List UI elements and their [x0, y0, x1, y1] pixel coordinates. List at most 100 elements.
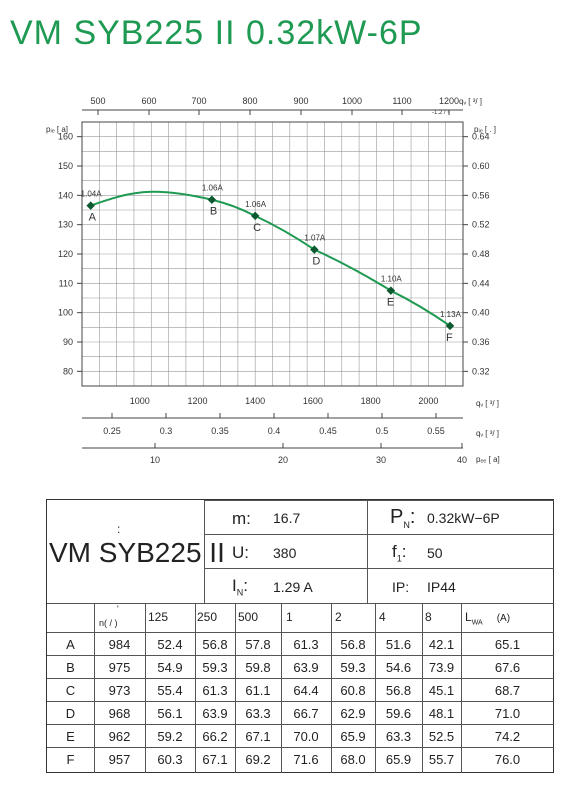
spec-current-label: IN:	[232, 576, 248, 598]
row-label: C	[65, 683, 76, 698]
row-lwa: 68.7	[494, 683, 521, 698]
operating-point-letter: C	[253, 222, 261, 234]
axis3-tick-label: 30	[376, 455, 386, 465]
left-axis-tick-label: 90	[63, 337, 73, 347]
row-lwa: 76.0	[494, 752, 521, 767]
row-level-cell: 48.1	[428, 706, 455, 721]
row-level-cell: 42.1	[428, 637, 455, 652]
right-axis-tick-label: 0.36	[472, 337, 490, 347]
row-level-cell: 60.8	[340, 683, 366, 698]
left-axis-tick-label: 150	[58, 161, 73, 171]
row-level-cell: 67.1	[202, 752, 228, 767]
row-level-cell: 59.3	[202, 660, 228, 675]
row-lwa: 74.2	[494, 729, 521, 744]
right-axis-tick-label: 0.44	[472, 278, 490, 288]
axis2-tick-label: 0.5	[376, 426, 389, 436]
top-axis-extra-label: -1.2 / ³	[432, 110, 449, 116]
row-level-cell: 56.1	[157, 706, 183, 721]
right-axis-tick-label: 0.56	[472, 190, 490, 200]
row-label: E	[66, 729, 75, 744]
row-level-cell: 61.1	[245, 683, 271, 698]
axis2-tick-label: 0.35	[211, 426, 229, 436]
fan-performance-chart: 500 600 700 800 900 1000 1100 1200 qᵥ [ ³/ ]-1.2…	[46, 96, 500, 465]
row-level-cell: 52.5	[428, 729, 455, 744]
row-level-cell: 52.4	[157, 637, 183, 652]
row-level-cell: 73.9	[428, 660, 455, 675]
row-level-cell: 55.4	[157, 683, 183, 698]
top-axis-tick-label: 1200	[439, 96, 459, 106]
right-axis-tick-label: 0.32	[472, 366, 490, 376]
row-level-cell: 66.7	[293, 706, 319, 721]
row-label: B	[66, 660, 75, 675]
row-speed: 975	[108, 660, 131, 675]
row-speed: 973	[108, 683, 131, 698]
spec-voltage-value: 380	[273, 545, 297, 561]
operating-point-marker	[310, 245, 319, 254]
row-speed: 968	[108, 706, 131, 721]
row-level-cell: 61.3	[293, 637, 319, 652]
row-lwa: 67.6	[494, 660, 521, 675]
row-label: D	[65, 706, 76, 721]
axis2-tick-label: 0.45	[319, 426, 337, 436]
bottom-axis-tick-label: 1000	[130, 396, 150, 406]
axis2-tick-label: 0.4	[268, 426, 281, 436]
header-8k: 8	[425, 610, 432, 624]
header-lwa: LWA (A)	[465, 610, 511, 627]
bottom-axis-label: qᵥ [ ³/ ]	[476, 399, 499, 408]
operating-point-letter: F	[446, 332, 453, 344]
header-4k: 4	[379, 610, 386, 624]
operating-point-current: 1.06A	[202, 184, 224, 193]
row-lwa: 65.1	[494, 637, 521, 652]
right-axis-tick-label: 0.64	[472, 132, 490, 142]
header-n-tick: '	[117, 604, 119, 614]
left-axis-tick-label: 110	[59, 278, 73, 288]
operating-point-letter: B	[210, 206, 217, 218]
model-name: VM SYB225 II	[49, 537, 225, 568]
row-level-cell: 69.2	[245, 752, 271, 767]
header-125: 125	[148, 610, 169, 624]
row-level-cell: 59.3	[340, 660, 366, 675]
bottom-axis-tick-label: 1400	[245, 396, 265, 406]
operating-point-letter: A	[89, 212, 97, 224]
row-level-cell: 56.8	[340, 637, 366, 652]
row-speed: 984	[108, 637, 131, 652]
fan-curve-line	[90, 190, 451, 327]
spec-power-value: 0.32kW−6P	[427, 510, 500, 526]
operating-point-marker	[250, 211, 260, 221]
spec-current-value: 1.29 A	[273, 579, 313, 595]
top-axis-tick-label: 500	[90, 96, 105, 106]
axis3-tick-label: 10	[150, 455, 160, 465]
spec-ip-label: IP:	[392, 579, 410, 595]
operating-point-marker	[86, 201, 95, 210]
bottom-axis-tick-label: 1600	[303, 396, 323, 406]
spec-frequency-label: f1:	[392, 542, 407, 564]
left-axis-tick-label: 140	[58, 190, 73, 200]
row-speed: 957	[108, 752, 131, 767]
row-speed: 962	[108, 729, 131, 744]
row-lwa: 71.0	[494, 706, 521, 721]
row-level-cell: 59.8	[245, 660, 271, 675]
header-500: 500	[238, 610, 259, 624]
top-axis-tick-label: 700	[191, 96, 206, 106]
data-table: : VM SYB225 II m: 16.7 PN: 0.32kW−6P U: …	[46, 499, 554, 773]
row-level-cell: 55.7	[428, 752, 455, 767]
page-title: VM SYB225 II 0.32kW-6P	[10, 14, 423, 52]
top-axis-tick-label: 1100	[392, 96, 411, 106]
spec-voltage-label: U:	[232, 543, 249, 562]
row-level-cell: 70.0	[293, 729, 319, 744]
row-level-cell: 66.2	[202, 729, 228, 744]
row-level-cell: 64.4	[293, 683, 319, 698]
operating-point-marker	[386, 286, 396, 295]
right-axis-label: pᵢₑ [ . ]	[474, 125, 496, 134]
row-label: A	[66, 637, 75, 652]
bottom-axis-tick-label: 1800	[361, 396, 381, 406]
row-level-cell: 59.6	[385, 706, 412, 721]
operating-point-current: 1.04A	[81, 190, 103, 199]
right-axis-tick-label: 0.48	[472, 249, 490, 259]
operating-point-current: 1.07A	[304, 234, 326, 243]
spec-mass-value: 16.7	[273, 510, 301, 526]
row-level-cell: 45.1	[428, 683, 455, 698]
operating-point-letter: E	[387, 297, 394, 309]
header-2k: 2	[335, 610, 342, 624]
right-axis-tick-label: 0.40	[472, 308, 490, 318]
